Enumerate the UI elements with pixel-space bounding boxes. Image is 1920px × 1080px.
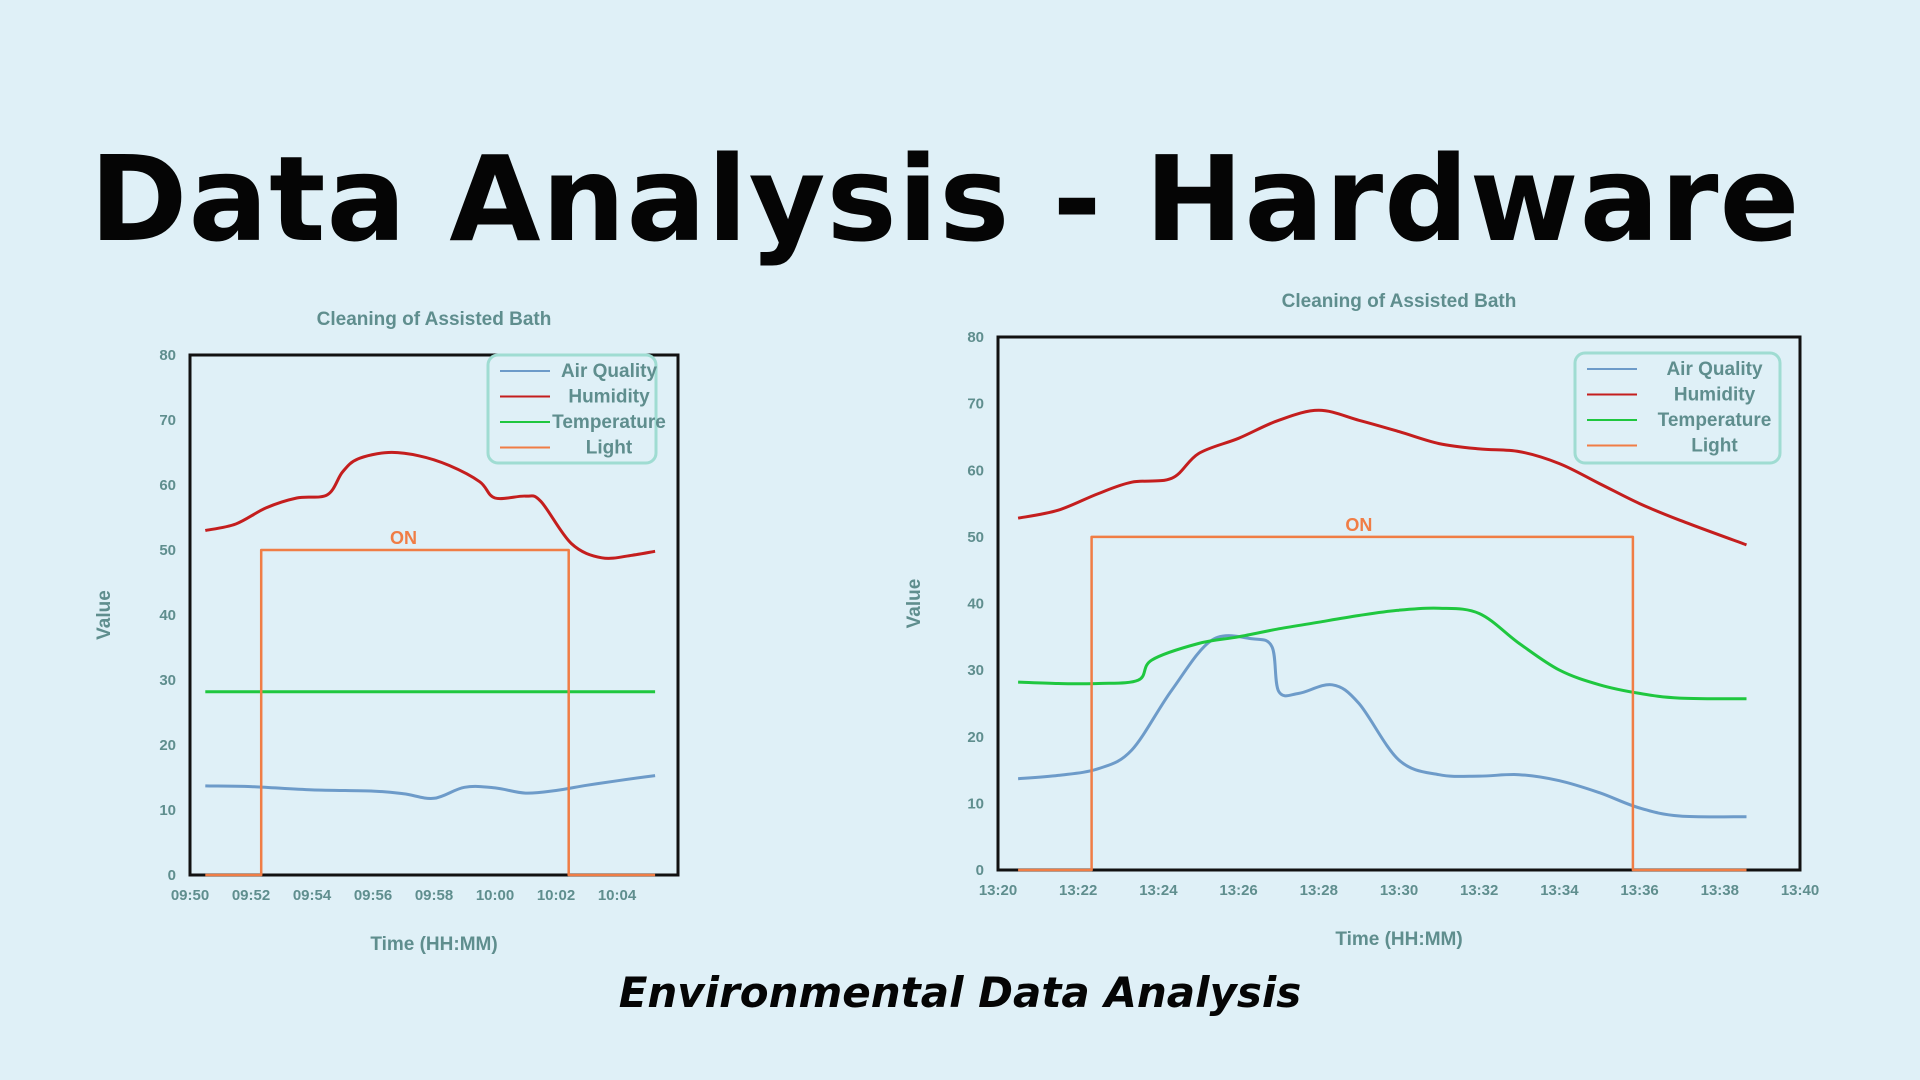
- x-tick-label: 13:30: [1380, 882, 1418, 899]
- y-tick-label: 20: [159, 737, 176, 754]
- x-tick-label: 09:56: [354, 887, 392, 904]
- y-tick-label: 50: [967, 529, 984, 546]
- page-title: Data Analysis - Hardware: [89, 130, 1801, 268]
- y-axis-label: Value: [94, 590, 115, 640]
- x-tick-label: 10:02: [537, 887, 575, 904]
- x-tick-label: 13:32: [1460, 882, 1498, 899]
- y-tick-label: 80: [159, 347, 176, 364]
- y-axis-label: Value: [904, 579, 925, 629]
- page-subtitle: Environmental Data Analysis: [618, 968, 1302, 1017]
- light-on-annotation: ON: [1345, 515, 1372, 535]
- x-tick-label: 09:52: [232, 887, 270, 904]
- x-axis-label: Time (HH:MM): [370, 934, 497, 955]
- x-tick-label: 09:54: [293, 887, 332, 904]
- y-tick-label: 80: [967, 329, 984, 346]
- legend-box: [486, 353, 658, 465]
- legend-label: Temperature: [552, 412, 666, 433]
- plot-frame: [188, 353, 680, 877]
- y-tick-label: 0: [168, 867, 176, 884]
- y-tick-label: 40: [159, 607, 176, 624]
- y-tick-label: 70: [159, 412, 176, 429]
- light-on-annotation: ON: [390, 528, 417, 548]
- y-tick-label: 0: [976, 862, 984, 879]
- series-line-air-quality: [1017, 634, 1747, 819]
- y-tick-label: 70: [967, 396, 984, 413]
- legend-box: [1573, 351, 1782, 465]
- y-tick-label: 10: [159, 802, 176, 819]
- y-tick-label: 30: [159, 672, 176, 689]
- legend-label: Light: [1691, 436, 1738, 457]
- legend-label: Air Quality: [561, 361, 658, 382]
- legend-label: Humidity: [1674, 385, 1756, 406]
- series-line-humidity: [204, 450, 656, 560]
- series-line-light: [205, 548, 656, 877]
- chart-title: Cleaning of Assisted Bath: [317, 309, 552, 330]
- x-tick-label: 13:36: [1620, 882, 1658, 899]
- legend-label: Temperature: [1658, 410, 1772, 431]
- y-tick-label: 50: [159, 542, 176, 559]
- y-tick-label: 20: [967, 729, 984, 746]
- x-tick-label: 13:38: [1701, 882, 1739, 899]
- chart-right-svg: Cleaning of Assisted Bath 0 10 20 30 40 50 60 70…: [904, 291, 1819, 950]
- x-tick-label: 13:34: [1540, 882, 1579, 899]
- x-tick-label: 10:04: [598, 887, 637, 904]
- x-tick-label: 13:22: [1059, 882, 1097, 899]
- legend-label: Humidity: [568, 387, 650, 408]
- y-tick-label: 60: [159, 477, 176, 494]
- x-tick-label: 13:26: [1219, 882, 1257, 899]
- chart-right: Cleaning of Assisted Bath 0 10 20 30 40 50 60 70…: [890, 285, 1840, 965]
- legend-label: Light: [586, 438, 633, 459]
- series-line-temperature: [1018, 606, 1747, 701]
- x-tick-label: 13:28: [1300, 882, 1338, 899]
- series-line-air-quality: [205, 774, 656, 800]
- x-tick-label: 13:20: [979, 882, 1017, 899]
- series-line-light: [1018, 535, 1747, 872]
- x-tick-label: 10:00: [476, 887, 514, 904]
- y-tick-label: 30: [967, 662, 984, 679]
- x-axis-label: Time (HH:MM): [1335, 929, 1462, 950]
- x-tick-label: 13:40: [1781, 882, 1819, 899]
- legend-label: Air Quality: [1666, 359, 1763, 380]
- chart-left: Cleaning of Assisted Bath 0 10 20 30 40 50 60 70…: [80, 285, 850, 965]
- y-tick-label: 40: [967, 596, 984, 613]
- chart-title: Cleaning of Assisted Bath: [1282, 291, 1517, 312]
- plot-frame: [996, 335, 1802, 872]
- y-tick-label: 10: [967, 795, 984, 812]
- y-tick-label: 60: [967, 462, 984, 479]
- chart-left-svg: Cleaning of Assisted Bath 0 10 20 30 40 50 60 70…: [94, 309, 680, 955]
- x-tick-label: 09:58: [415, 887, 453, 904]
- series-line-humidity: [1017, 408, 1748, 547]
- x-tick-label: 13:24: [1139, 882, 1178, 899]
- x-tick-label: 09:50: [171, 887, 209, 904]
